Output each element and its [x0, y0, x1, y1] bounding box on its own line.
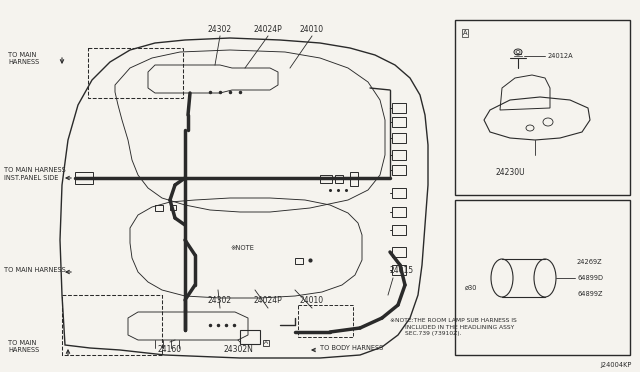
Text: TO MAIN HARNESS
INST.PANEL SIDE: TO MAIN HARNESS INST.PANEL SIDE — [4, 167, 66, 181]
Text: ※NOTE: ※NOTE — [230, 245, 254, 251]
Text: TO MAIN
HARNESS: TO MAIN HARNESS — [8, 340, 39, 353]
Text: A: A — [463, 30, 467, 36]
Text: 24160: 24160 — [158, 345, 182, 354]
Text: ※NOTE:THE ROOM LAMP SUB HARNESS IS
        INCLUDED IN THE HEADLINING ASSY
     : ※NOTE:THE ROOM LAMP SUB HARNESS IS INCLU… — [390, 318, 516, 336]
Text: 24302N: 24302N — [223, 345, 253, 354]
Text: ø30: ø30 — [465, 285, 477, 291]
Text: 24269Z: 24269Z — [577, 259, 603, 265]
Text: 24010: 24010 — [300, 25, 324, 34]
Text: 24024P: 24024P — [253, 25, 282, 34]
Text: 24015: 24015 — [390, 266, 414, 275]
Text: 24010: 24010 — [300, 296, 324, 305]
Text: 64899Z: 64899Z — [577, 291, 602, 297]
Text: A: A — [264, 340, 268, 346]
Text: TO MAIN HARNESS: TO MAIN HARNESS — [4, 267, 66, 273]
Text: TO BODY HARNESS: TO BODY HARNESS — [320, 345, 383, 351]
Text: 64899D: 64899D — [577, 275, 603, 281]
Text: TO MAIN
HARNESS: TO MAIN HARNESS — [8, 52, 39, 65]
Text: 24024P: 24024P — [253, 296, 282, 305]
Text: J24004KP: J24004KP — [600, 362, 632, 368]
Text: 24302: 24302 — [208, 296, 232, 305]
Text: 24302: 24302 — [208, 25, 232, 34]
Text: 24230U: 24230U — [495, 168, 525, 177]
Text: 24012A: 24012A — [548, 53, 573, 59]
